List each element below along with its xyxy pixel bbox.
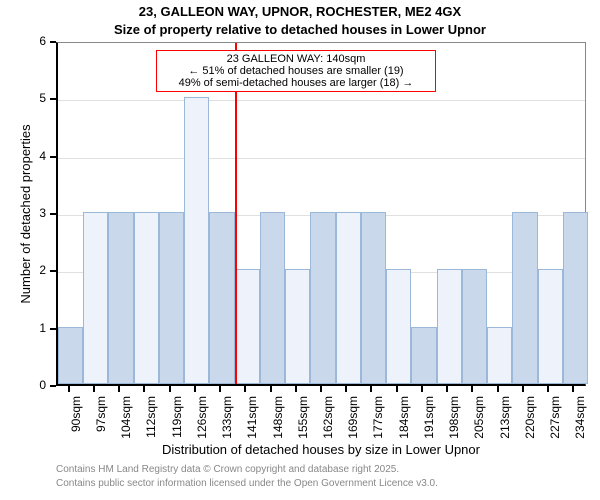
y-tick-label: 6 xyxy=(30,34,46,48)
x-tick-mark xyxy=(169,386,171,392)
x-tick-label: 227sqm xyxy=(548,396,562,444)
y-tick-label: 0 xyxy=(30,378,46,392)
chart-title-2: Size of property relative to detached ho… xyxy=(0,22,600,37)
x-tick-mark xyxy=(522,386,524,392)
x-tick-mark xyxy=(345,386,347,392)
annotation-line: ← 51% of detached houses are smaller (19… xyxy=(163,65,429,77)
histogram-bar xyxy=(260,212,285,384)
x-tick-label: 90sqm xyxy=(69,396,83,444)
footer-line-2: Contains public sector information licen… xyxy=(56,478,438,489)
x-tick-mark xyxy=(118,386,120,392)
x-tick-label: 198sqm xyxy=(447,396,461,444)
x-tick-mark xyxy=(572,386,574,392)
x-tick-label: 155sqm xyxy=(296,396,310,444)
x-tick-label: 119sqm xyxy=(170,396,184,444)
y-tick-label: 3 xyxy=(30,206,46,220)
histogram-bar xyxy=(184,97,209,384)
annotation-line: 23 GALLEON WAY: 140sqm xyxy=(163,53,429,65)
histogram-bar xyxy=(386,269,411,384)
x-tick-label: 213sqm xyxy=(498,396,512,444)
x-tick-label: 234sqm xyxy=(573,396,587,444)
x-tick-label: 220sqm xyxy=(523,396,537,444)
y-tick-label: 1 xyxy=(30,321,46,335)
x-tick-label: 133sqm xyxy=(220,396,234,444)
x-tick-label: 177sqm xyxy=(371,396,385,444)
annotation-box: 23 GALLEON WAY: 140sqm← 51% of detached … xyxy=(156,50,436,92)
x-tick-mark xyxy=(194,386,196,392)
histogram-bar xyxy=(209,212,234,384)
histogram-bar xyxy=(134,212,159,384)
footer-line-1: Contains HM Land Registry data © Crown c… xyxy=(56,464,399,475)
x-tick-mark xyxy=(295,386,297,392)
histogram-bar xyxy=(487,327,512,384)
plot-area xyxy=(56,42,586,386)
x-tick-label: 126sqm xyxy=(195,396,209,444)
x-tick-label: 148sqm xyxy=(271,396,285,444)
x-tick-mark xyxy=(244,386,246,392)
x-tick-mark xyxy=(219,386,221,392)
x-tick-mark xyxy=(93,386,95,392)
histogram-bar xyxy=(108,212,133,384)
x-tick-label: 205sqm xyxy=(472,396,486,444)
x-tick-mark xyxy=(471,386,473,392)
y-tick-mark xyxy=(50,156,56,158)
histogram-bar xyxy=(411,327,436,384)
chart-title-1: 23, GALLEON WAY, UPNOR, ROCHESTER, ME2 4… xyxy=(0,4,600,19)
y-tick-mark xyxy=(50,270,56,272)
histogram-bar xyxy=(310,212,335,384)
x-tick-mark xyxy=(370,386,372,392)
x-tick-mark xyxy=(446,386,448,392)
y-tick-label: 4 xyxy=(30,149,46,163)
y-tick-mark xyxy=(50,328,56,330)
x-tick-mark xyxy=(270,386,272,392)
histogram-bar xyxy=(58,327,83,384)
x-tick-label: 191sqm xyxy=(422,396,436,444)
gridline xyxy=(58,100,585,101)
property-marker-line xyxy=(235,43,237,384)
annotation-line: 49% of semi-detached houses are larger (… xyxy=(163,77,429,89)
x-axis-label: Distribution of detached houses by size … xyxy=(56,442,586,457)
y-tick-label: 2 xyxy=(30,263,46,277)
y-tick-mark xyxy=(50,385,56,387)
histogram-bar xyxy=(437,269,462,384)
gridline xyxy=(58,158,585,159)
x-tick-mark xyxy=(320,386,322,392)
y-tick-mark xyxy=(50,98,56,100)
histogram-bar xyxy=(563,212,588,384)
histogram-bar xyxy=(361,212,386,384)
x-tick-mark xyxy=(396,386,398,392)
histogram-bar xyxy=(285,269,310,384)
y-tick-mark xyxy=(50,213,56,215)
histogram-bar xyxy=(83,212,108,384)
x-tick-mark xyxy=(421,386,423,392)
x-tick-mark xyxy=(547,386,549,392)
histogram-bar xyxy=(336,212,361,384)
x-tick-label: 97sqm xyxy=(94,396,108,444)
x-tick-mark xyxy=(497,386,499,392)
x-tick-label: 141sqm xyxy=(245,396,259,444)
x-tick-label: 104sqm xyxy=(119,396,133,444)
histogram-bar xyxy=(538,269,563,384)
chart-container: 23, GALLEON WAY, UPNOR, ROCHESTER, ME2 4… xyxy=(0,0,600,500)
histogram-bar xyxy=(462,269,487,384)
histogram-bar xyxy=(512,212,537,384)
y-tick-label: 5 xyxy=(30,91,46,105)
x-tick-mark xyxy=(68,386,70,392)
x-tick-label: 162sqm xyxy=(321,396,335,444)
x-tick-label: 184sqm xyxy=(397,396,411,444)
histogram-bar xyxy=(235,269,260,384)
y-tick-mark xyxy=(50,41,56,43)
x-tick-label: 169sqm xyxy=(346,396,360,444)
x-tick-mark xyxy=(143,386,145,392)
histogram-bar xyxy=(159,212,184,384)
x-tick-label: 112sqm xyxy=(144,396,158,444)
